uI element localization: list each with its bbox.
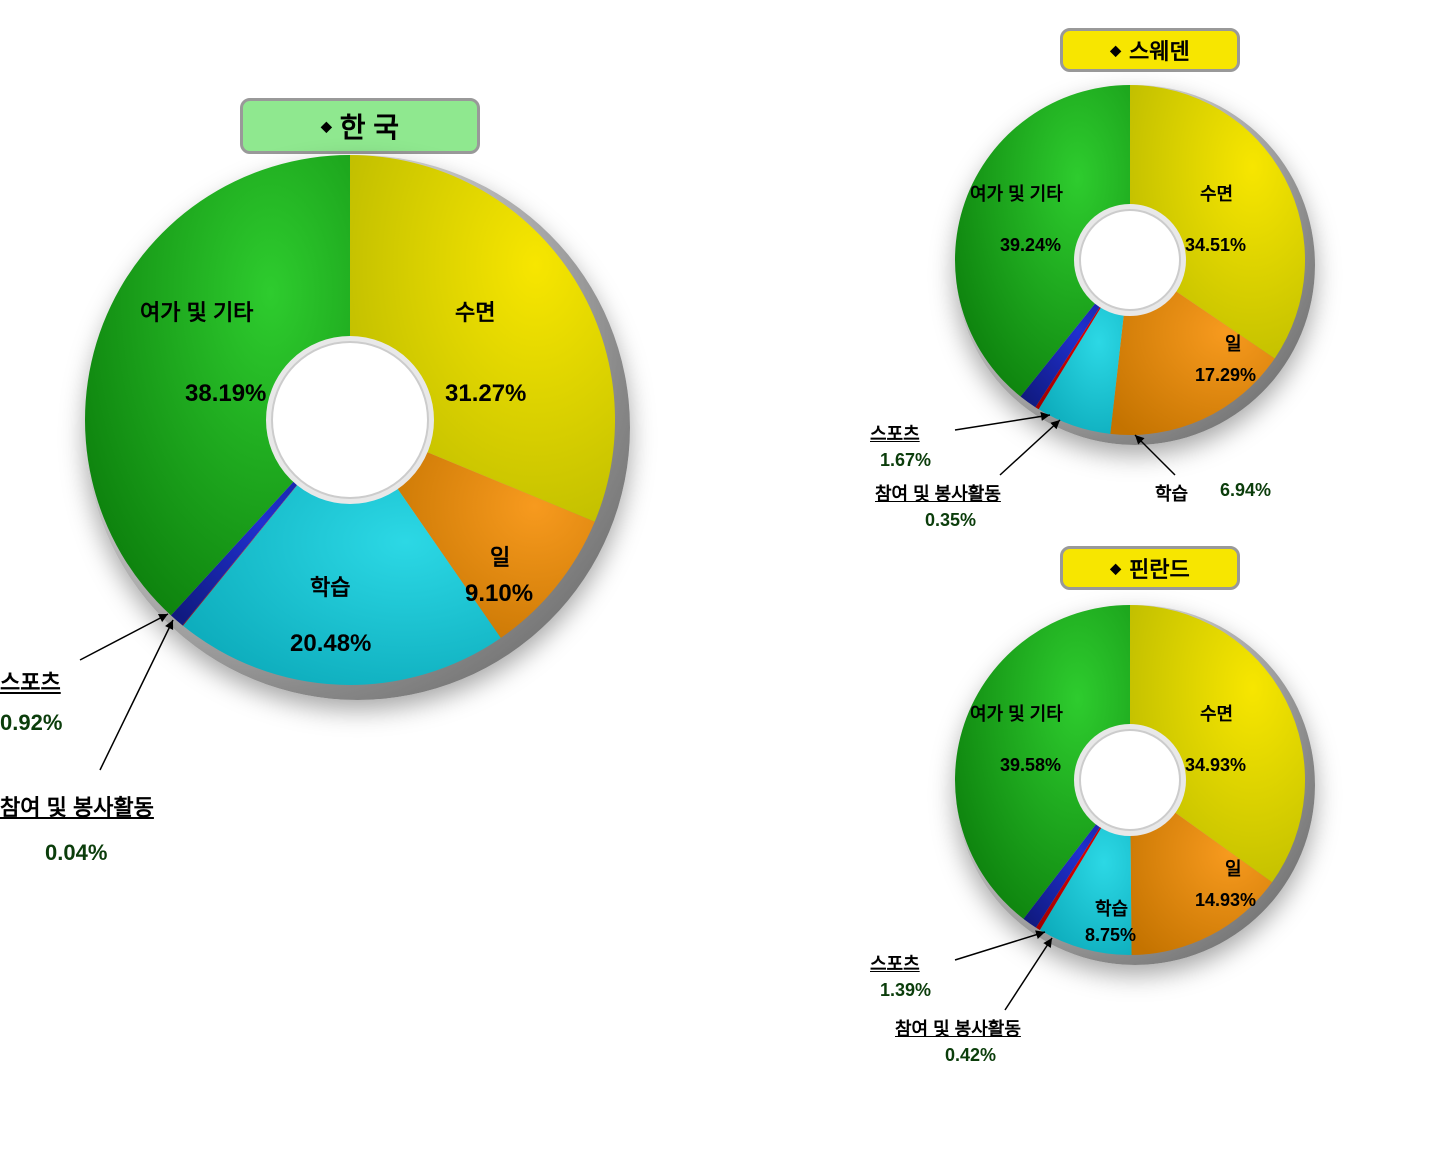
pct-study: 8.75% xyxy=(1085,925,1136,946)
label-sleep: 수면 xyxy=(1200,180,1233,206)
pct-leisure: 39.58% xyxy=(1000,755,1061,776)
ext-label-sport: 스포츠 xyxy=(0,670,61,695)
pct-work: 17.29% xyxy=(1195,365,1256,386)
pct-work: 14.93% xyxy=(1195,890,1256,911)
ext-pct-sport: 1.67% xyxy=(880,450,931,471)
ext-label-volun: 참여 및 봉사활동 xyxy=(0,795,154,820)
ext-label-sport: 스포츠 xyxy=(870,954,920,974)
label-sleep: 수면 xyxy=(455,295,495,327)
ext-pct-sport: 1.39% xyxy=(880,980,931,1001)
ext-pct-volun: 0.42% xyxy=(945,1045,996,1066)
pct-leisure: 39.24% xyxy=(1000,235,1061,256)
ext-label-volun: 참여 및 봉사활동 xyxy=(875,484,1001,504)
ext-pct-study: 6.94% xyxy=(1220,480,1271,501)
ext-pct-volun: 0.35% xyxy=(925,510,976,531)
label-work: 일 xyxy=(1225,330,1242,356)
ext-pct-sport: 0.92% xyxy=(0,710,62,736)
label-leisure: 여가 및 기타 xyxy=(140,295,253,327)
label-leisure: 여가 및 기타 xyxy=(970,700,1063,726)
pct-work: 9.10% xyxy=(465,580,533,608)
label-sleep: 수면 xyxy=(1200,700,1233,726)
pct-sleep: 34.51% xyxy=(1185,235,1246,256)
label-study: 학습 xyxy=(1095,895,1128,921)
pct-sleep: 34.93% xyxy=(1185,755,1246,776)
pct-study: 20.48% xyxy=(290,630,371,658)
label-study: 학습 xyxy=(310,570,350,602)
ext-label-study: 학습 xyxy=(1155,484,1188,504)
label-work: 일 xyxy=(490,540,510,572)
pct-leisure: 38.19% xyxy=(185,380,266,408)
ext-pct-volun: 0.04% xyxy=(45,840,107,866)
label-leisure: 여가 및 기타 xyxy=(970,180,1063,206)
ext-label-volun: 참여 및 봉사활동 xyxy=(895,1019,1021,1039)
ext-label-sport: 스포츠 xyxy=(870,424,920,444)
pct-sleep: 31.27% xyxy=(445,380,526,408)
label-work: 일 xyxy=(1225,855,1242,881)
labels-layer: 수면 31.27% 일 9.10% 학습 20.48% 참여 및 봉사활동 0.04% 스포츠 0… xyxy=(0,0,1443,1152)
